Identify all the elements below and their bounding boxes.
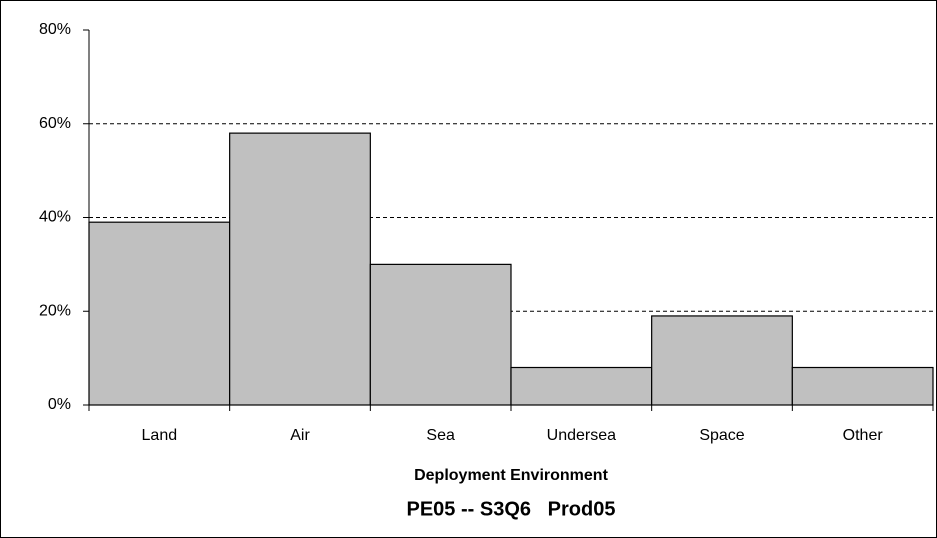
y-tick-label: 0% [48, 396, 71, 413]
x-axis-label: Deployment Environment [414, 467, 608, 484]
x-tick-label: Sea [426, 427, 455, 444]
x-tick-label: Undersea [547, 427, 616, 444]
y-tick-label: 60% [39, 115, 71, 132]
x-tick-label: Land [142, 427, 178, 444]
x-tick-label: Other [843, 427, 884, 444]
bar [229, 132, 371, 406]
bar [791, 366, 934, 406]
y-tick-label: 20% [39, 302, 71, 319]
bar [369, 263, 512, 406]
bar [88, 221, 231, 406]
x-tick-label: Space [699, 427, 744, 444]
y-tick-label: 40% [39, 209, 71, 226]
bar [651, 315, 793, 406]
y-tick-label: 80% [39, 21, 71, 38]
x-tick-label: Air [290, 427, 310, 444]
bar [510, 366, 653, 406]
chart-title: PE05 -- S3Q6 Prod05 [407, 498, 616, 520]
